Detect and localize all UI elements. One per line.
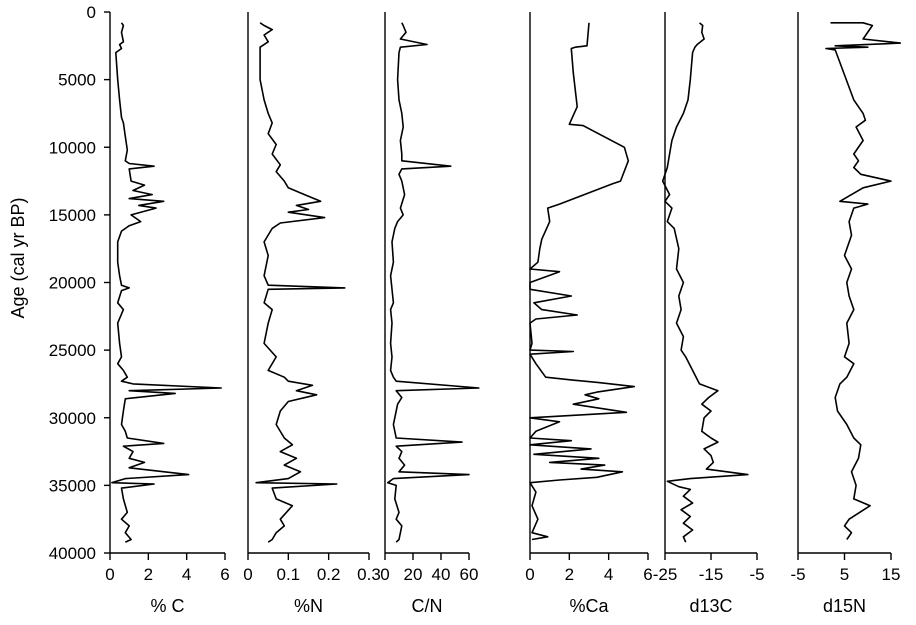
x-tick-label: 4 <box>604 565 613 584</box>
x-tick-label: 4 <box>182 565 191 584</box>
x-tick-label: 0.3 <box>357 565 381 584</box>
age-tick-label: 15000 <box>49 206 96 225</box>
age-axis-label: Age (cal yr BP) <box>8 197 28 318</box>
age-tick-label: 20000 <box>49 274 96 293</box>
age-tick-label: 40000 <box>49 544 96 563</box>
series-line <box>825 22 902 540</box>
x-tick-label: 20 <box>404 565 423 584</box>
panel-xlabel: % C <box>150 596 184 616</box>
x-tick-label: 6 <box>643 565 652 584</box>
age-tick-label: 0 <box>87 3 96 22</box>
x-tick-label: -5 <box>790 565 805 584</box>
panel-0: 0 2 4 6 % C <box>105 22 230 616</box>
x-tick-label: 60 <box>460 565 479 584</box>
series-line <box>255 22 346 543</box>
panel-3: 0 2 4 6 %Ca <box>525 12 653 616</box>
series-line <box>387 22 480 543</box>
x-tick-label: 2 <box>565 565 574 584</box>
x-tick-label: 15 <box>882 565 901 584</box>
series-line <box>661 22 749 543</box>
x-tick-label: 2 <box>144 565 153 584</box>
x-tick-label: 40 <box>432 565 451 584</box>
age-tick-label: 10000 <box>49 138 96 157</box>
series-line <box>111 22 222 543</box>
x-tick-label: 0 <box>105 565 114 584</box>
panel-xlabel: C/N <box>412 596 443 616</box>
panel-xlabel: d13C <box>689 596 732 616</box>
x-tick-label: -5 <box>749 565 764 584</box>
panel-xlabel: d15N <box>823 596 866 616</box>
x-tick-label: -15 <box>699 565 724 584</box>
age-axis: 0 5000 10000 15000 20000 25000 30000 35000 40000 <box>49 3 111 563</box>
x-tick-label: 0.1 <box>277 565 301 584</box>
x-tick-label: 6 <box>220 565 229 584</box>
panel-4: -25 -15 -5 d13C <box>653 12 765 616</box>
panel-5: -5 5 15 d15N <box>790 12 902 616</box>
age-tick-label: 30000 <box>49 409 96 428</box>
age-tick-label: 5000 <box>58 71 96 90</box>
x-tick-label: 0.2 <box>317 565 341 584</box>
x-tick-label: -25 <box>653 565 678 584</box>
x-tick-label: 0 <box>243 565 252 584</box>
panel-xlabel: %N <box>294 596 323 616</box>
age-tick-label: 25000 <box>49 341 96 360</box>
panel-2: 0 20 40 60 C/N <box>380 12 480 616</box>
proxy-panels: 0 2 4 6% C0 0.1 0.2 0.3%N0 20 40 60C/N0 2 4 6%Ca-25-… <box>105 12 902 616</box>
x-tick-label: 5 <box>840 565 849 584</box>
x-tick-label: 0 <box>380 565 389 584</box>
panel-xlabel: %Ca <box>569 596 609 616</box>
panel-1: 0 0.1 0.2 0.3 %N <box>243 12 381 616</box>
series-line <box>529 22 635 541</box>
age-tick-label: 35000 <box>49 476 96 495</box>
x-tick-label: 0 <box>525 565 534 584</box>
